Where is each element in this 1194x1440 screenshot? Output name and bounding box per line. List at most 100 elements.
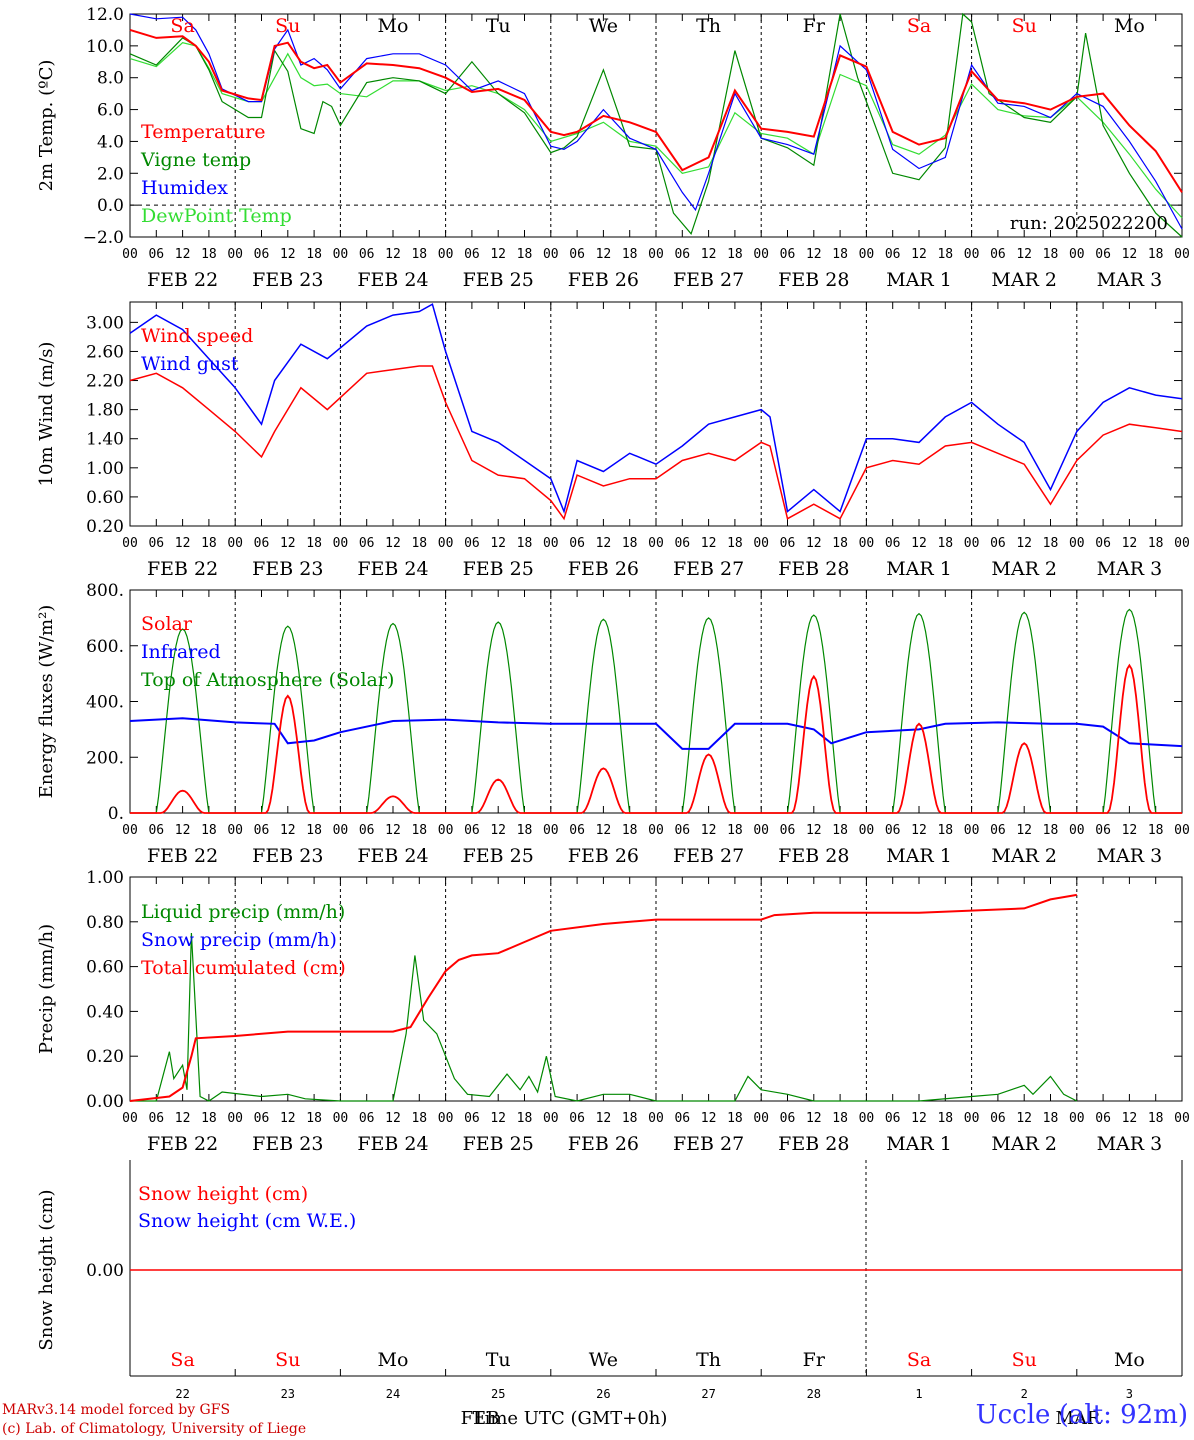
hour-tick-label: 00 xyxy=(753,823,769,838)
hour-tick-label: 06 xyxy=(1095,1111,1111,1126)
day-of-week-label: Th xyxy=(696,15,721,37)
day-of-week-label: Sa xyxy=(170,1349,194,1371)
hour-tick-label: 00 xyxy=(648,536,664,551)
hour-tick-label: 00 xyxy=(543,536,559,551)
hour-tick-label: 18 xyxy=(937,536,953,551)
day-number-label: 22 xyxy=(175,1387,189,1401)
hour-tick-label: 18 xyxy=(832,536,848,551)
hour-tick-label: 18 xyxy=(411,823,427,838)
hour-tick-label: 00 xyxy=(1174,1111,1190,1126)
hour-tick-label: 18 xyxy=(201,247,217,262)
y-axis-title: Snow height (cm) xyxy=(36,1189,57,1350)
hour-tick-label: 06 xyxy=(780,247,796,262)
day-of-week-label: Fr xyxy=(803,1349,826,1371)
hour-tick-label: 00 xyxy=(859,823,875,838)
hour-tick-label: 06 xyxy=(990,823,1006,838)
hour-tick-label: 18 xyxy=(201,823,217,838)
day-of-week-label: Tu xyxy=(486,15,511,37)
date-label: FEB 24 xyxy=(357,845,428,867)
hour-tick-label: 00 xyxy=(438,536,454,551)
day-of-week-label: We xyxy=(589,1349,618,1371)
date-label: FEB 25 xyxy=(463,1133,534,1155)
series-line xyxy=(129,42,1183,219)
hour-tick-label: 00 xyxy=(438,1111,454,1126)
hour-tick-label: 06 xyxy=(254,1111,270,1126)
hour-tick-label: 18 xyxy=(937,1111,953,1126)
hour-tick-label: 06 xyxy=(674,536,690,551)
hour-tick-label: 12 xyxy=(806,1111,822,1126)
date-label: FEB 23 xyxy=(252,269,323,291)
date-label: MAR 3 xyxy=(1097,269,1163,291)
y-tick-label: 0.60 xyxy=(86,958,124,978)
date-label: FEB 27 xyxy=(673,845,744,867)
series-line xyxy=(129,12,1183,238)
y-tick-label: 0.00 xyxy=(86,1092,124,1112)
hour-tick-label: 06 xyxy=(1095,247,1111,262)
hour-tick-label: 12 xyxy=(175,1111,191,1126)
date-label: FEB 23 xyxy=(252,845,323,867)
hour-tick-label: 00 xyxy=(1174,823,1190,838)
hour-tick-label: 06 xyxy=(990,536,1006,551)
month-label: FEB xyxy=(461,1408,500,1429)
hour-tick-label: 18 xyxy=(727,536,743,551)
hour-tick-label: 18 xyxy=(1148,823,1164,838)
hour-tick-label: 06 xyxy=(780,536,796,551)
day-of-week-label: Mo xyxy=(1114,1349,1145,1371)
hour-tick-label: 06 xyxy=(674,247,690,262)
hour-tick-label: 18 xyxy=(517,823,533,838)
hour-tick-label: 00 xyxy=(1069,247,1085,262)
hour-tick-label: 00 xyxy=(859,536,875,551)
x-axis-title: Time UTC (GMT+0h) xyxy=(473,1408,668,1429)
hour-tick-label: 00 xyxy=(227,823,243,838)
hour-tick-label: 00 xyxy=(1069,536,1085,551)
y-tick-label: 0.20 xyxy=(86,517,124,537)
hour-tick-label: 12 xyxy=(490,823,506,838)
hour-tick-label: 06 xyxy=(148,536,164,551)
date-label: MAR 1 xyxy=(886,845,952,867)
day-of-week-label: Su xyxy=(275,15,300,37)
date-label: MAR 2 xyxy=(991,558,1057,580)
day-number-label: 28 xyxy=(807,1387,821,1401)
hour-tick-label: 12 xyxy=(911,1111,927,1126)
hour-tick-label: 12 xyxy=(596,536,612,551)
date-label: FEB 26 xyxy=(568,1133,639,1155)
y-tick-label: 2.0 xyxy=(97,164,124,184)
y-tick-label: 0.0 xyxy=(97,196,124,216)
legend-entry: Infrared xyxy=(141,641,221,663)
hour-tick-label: 12 xyxy=(385,823,401,838)
hour-tick-label: 06 xyxy=(1095,536,1111,551)
date-label: FEB 23 xyxy=(252,1133,323,1155)
hour-tick-label: 18 xyxy=(622,1111,638,1126)
hour-tick-label: 18 xyxy=(727,1111,743,1126)
hour-tick-label: 00 xyxy=(333,247,349,262)
hour-tick-label: 00 xyxy=(1174,247,1190,262)
hour-tick-label: 18 xyxy=(1148,536,1164,551)
day-of-week-label: Sa xyxy=(170,15,194,37)
date-label: FEB 23 xyxy=(252,558,323,580)
date-label: MAR 2 xyxy=(991,269,1057,291)
hour-tick-label: 12 xyxy=(701,1111,717,1126)
hour-tick-label: 12 xyxy=(911,823,927,838)
hour-tick-label: 18 xyxy=(1043,247,1059,262)
hour-tick-label: 00 xyxy=(333,536,349,551)
date-label: FEB 25 xyxy=(463,269,534,291)
legend-entry: Snow height (cm W.E.) xyxy=(138,1210,356,1232)
date-label: MAR 2 xyxy=(991,845,1057,867)
hour-tick-label: 18 xyxy=(517,536,533,551)
hour-tick-label: 12 xyxy=(175,247,191,262)
legend-entry: Liquid precip (mm/h) xyxy=(141,901,345,923)
hour-tick-label: 12 xyxy=(280,823,296,838)
hour-tick-label: 18 xyxy=(306,823,322,838)
hour-tick-label: 12 xyxy=(806,247,822,262)
date-label: FEB 24 xyxy=(357,558,428,580)
hour-tick-label: 06 xyxy=(254,536,270,551)
hour-tick-label: 18 xyxy=(1043,823,1059,838)
hour-tick-label: 12 xyxy=(701,247,717,262)
hour-tick-label: 18 xyxy=(832,1111,848,1126)
hour-tick-label: 12 xyxy=(596,247,612,262)
hour-tick-label: 06 xyxy=(990,247,1006,262)
hour-tick-label: 00 xyxy=(122,823,138,838)
hour-tick-label: 12 xyxy=(1122,536,1138,551)
hour-tick-label: 00 xyxy=(964,1111,980,1126)
day-of-week-label: Sa xyxy=(907,1349,931,1371)
